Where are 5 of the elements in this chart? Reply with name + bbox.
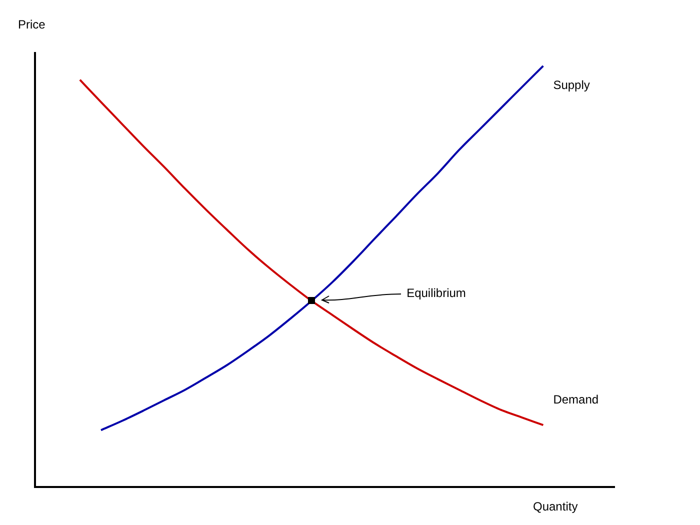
x-axis-title: Quantity [533, 499, 578, 514]
series-label: Demand [553, 392, 599, 406]
annotation: Equilibrium [406, 286, 466, 300]
y-axis-title: Price [18, 17, 46, 32]
series-label: Supply [553, 78, 590, 92]
